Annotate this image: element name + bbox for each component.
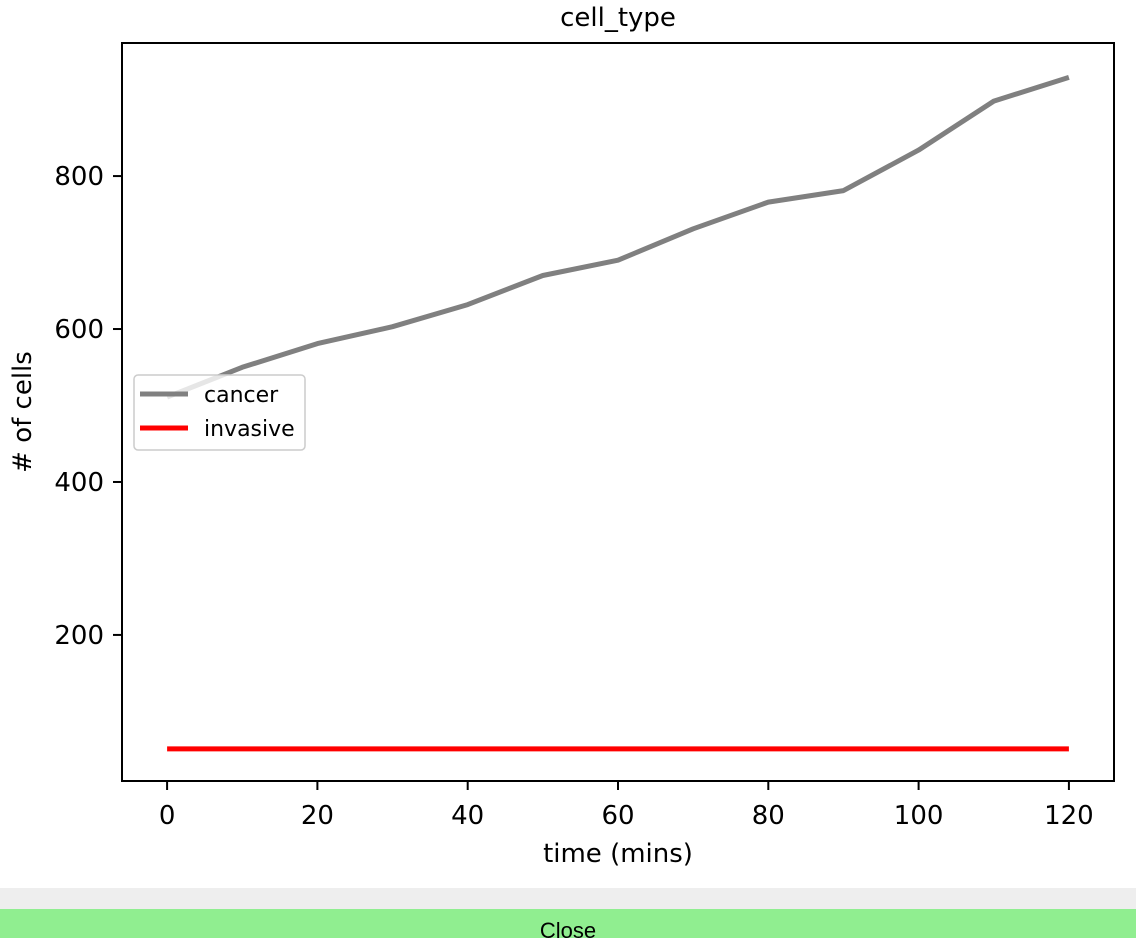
chart-area: cell_type 0 20 40 60 80 100 120 200 400 600 800 t… [8,3,1115,869]
x-tick-label: 80 [752,801,785,831]
x-tick-label: 20 [301,801,334,831]
series-line-cancer [166,75,1070,400]
y-axis-title: # of cells [8,351,38,473]
legend-label-cancer: cancer [204,383,279,408]
y-tick-label: 600 [54,315,104,345]
footer-strip [0,888,1136,909]
x-tick-label: 100 [894,801,944,831]
y-tick-label: 200 [54,621,104,651]
y-tick-label: 800 [54,162,104,192]
close-button-label: Close [539,918,597,938]
close-button[interactable]: Close [0,909,1136,938]
x-tick-label: 60 [601,801,634,831]
x-tick-label: 120 [1044,801,1094,831]
x-tick-label: 0 [159,801,176,831]
line-chart: cell_type 0 20 40 60 80 100 120 200 400 600 800 t… [8,3,1115,869]
legend-label-invasive: invasive [204,417,295,442]
y-tick-label: 400 [54,468,104,498]
x-axis-title: time (mins) [543,839,693,869]
legend: cancer invasive [133,374,306,451]
x-tick-label: 40 [451,801,484,831]
chart-title: cell_type [560,3,676,33]
